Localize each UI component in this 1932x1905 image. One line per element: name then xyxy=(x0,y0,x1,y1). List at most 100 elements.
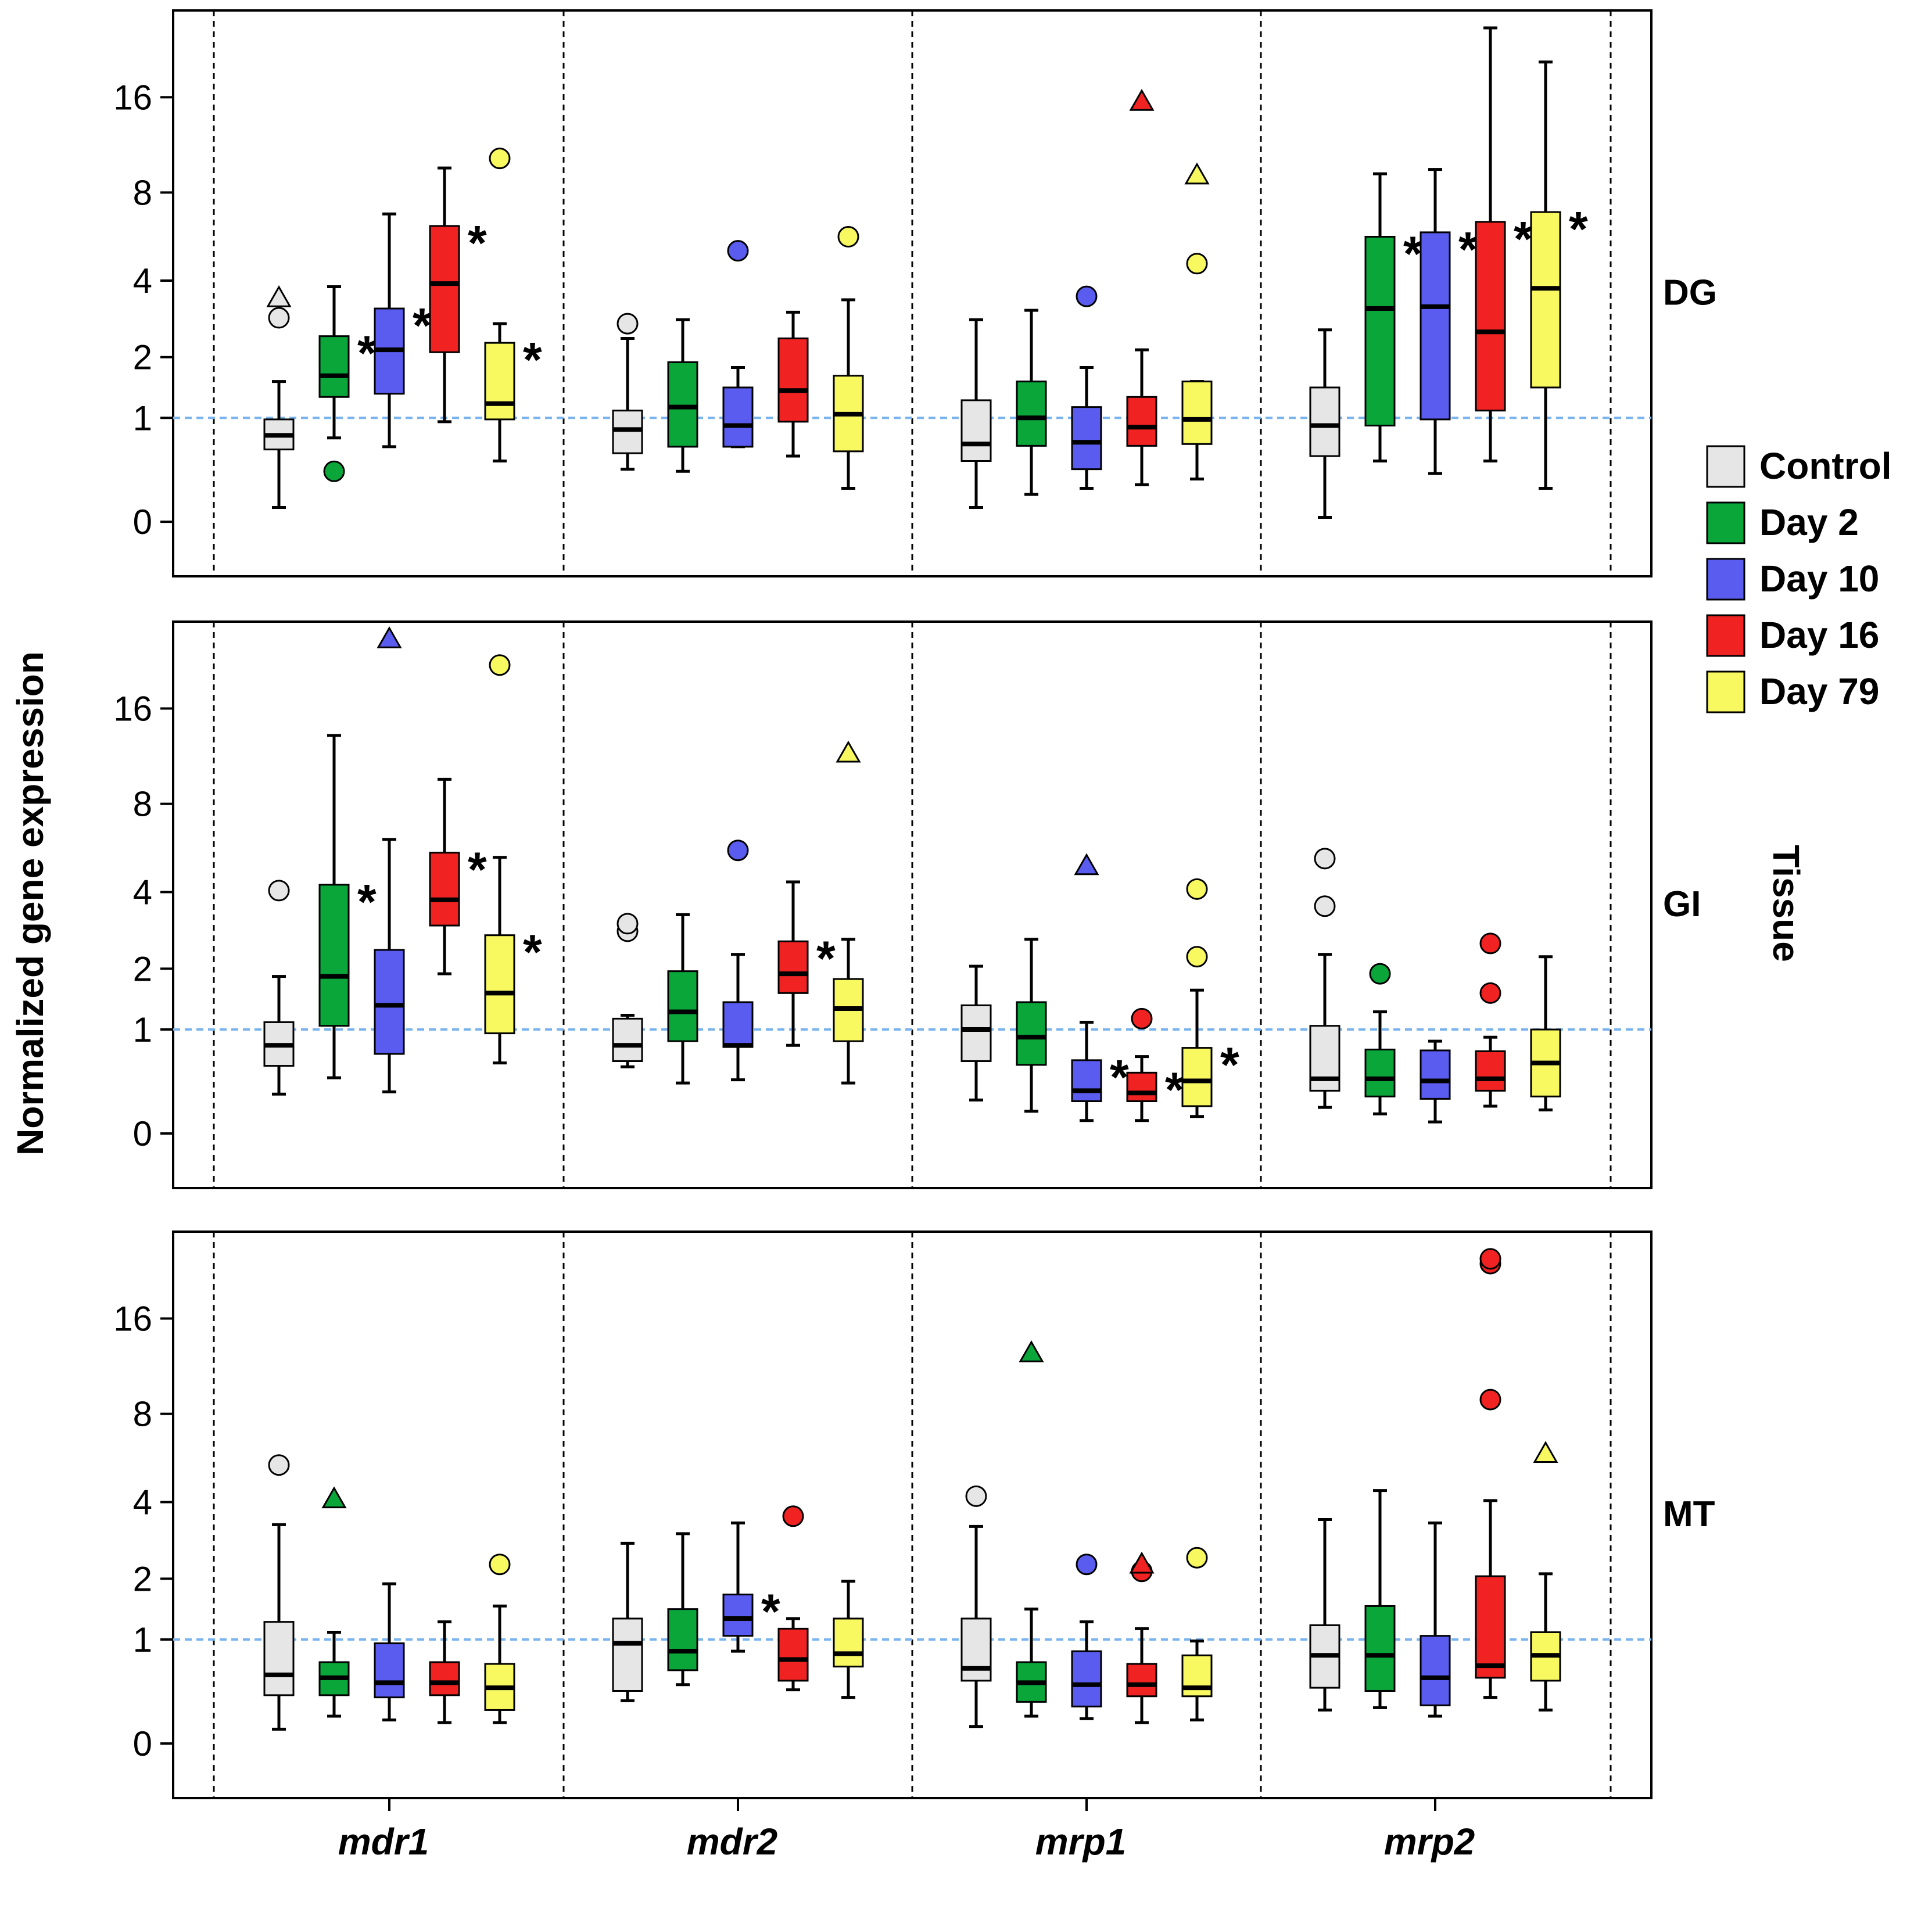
significance-star: * xyxy=(816,931,836,985)
significance-star: * xyxy=(357,874,377,929)
significance-star: * xyxy=(1403,226,1422,281)
outlier-marker xyxy=(323,460,345,482)
y-tick-label: 4 xyxy=(133,261,152,300)
iqr-box xyxy=(667,1608,698,1671)
significance-star: * xyxy=(1110,1050,1129,1104)
outlier-marker xyxy=(1314,895,1336,917)
box-mrp2-day2 xyxy=(1364,963,1396,1115)
box-mrp2-day79: * xyxy=(1530,60,1588,490)
significance-star: * xyxy=(523,925,542,980)
box-mrp2-day79 xyxy=(1530,955,1561,1111)
y-tick-label: 8 xyxy=(133,173,152,212)
box-mdr1-day2: * xyxy=(318,734,377,1079)
iqr-box xyxy=(1181,1047,1213,1107)
outlier-marker xyxy=(965,1485,987,1507)
box-mdr1-day16 xyxy=(429,1620,460,1724)
iqr-box xyxy=(612,1617,643,1692)
iqr-box xyxy=(667,970,698,1042)
legend-swatch xyxy=(1706,445,1745,488)
legend-swatch xyxy=(1706,614,1745,657)
significance-star: * xyxy=(468,842,487,897)
box-mrp1-day10 xyxy=(1071,1554,1102,1720)
iqr-box xyxy=(1071,1059,1102,1102)
outlier-marker xyxy=(268,880,290,902)
extreme-marker xyxy=(1129,88,1155,111)
iqr-box xyxy=(1420,231,1451,421)
box-mrp2-day10 xyxy=(1420,1521,1451,1718)
box-mdr1-day79: * xyxy=(484,148,542,463)
iqr-box xyxy=(484,934,515,1035)
significance-star: * xyxy=(1569,202,1588,256)
outlier-marker xyxy=(489,148,511,170)
box-mrp1-control xyxy=(960,318,992,509)
iqr-box xyxy=(612,1017,643,1062)
outlier-marker xyxy=(1479,932,1501,955)
legend-swatch xyxy=(1706,501,1745,544)
box-mrp2-day2: * xyxy=(1364,172,1422,463)
iqr-box xyxy=(1181,381,1213,445)
significance-star: * xyxy=(761,1584,780,1639)
box-mrp2-control xyxy=(1309,1518,1340,1712)
box-mdr2-control xyxy=(612,913,643,1068)
iqr-box xyxy=(833,1617,864,1668)
iqr-box xyxy=(722,1594,754,1637)
iqr-box xyxy=(777,1627,809,1682)
box-mrp1-day2 xyxy=(1016,1340,1047,1718)
box-mrp1-control xyxy=(960,1485,992,1728)
outlier-marker xyxy=(1076,285,1098,307)
outlier-marker xyxy=(837,225,859,247)
box-mrp2-day79 xyxy=(1530,1441,1561,1712)
box-mrp2-day16 xyxy=(1475,932,1506,1108)
outlier-marker xyxy=(1186,253,1208,275)
iqr-box xyxy=(374,1642,405,1699)
box-mrp1-day79 xyxy=(1181,162,1213,481)
legend-swatch xyxy=(1706,558,1745,601)
y-tick-label: 16 xyxy=(113,1299,152,1338)
significance-star: * xyxy=(1458,222,1478,277)
outlier-marker xyxy=(1131,1007,1153,1029)
extreme-marker xyxy=(1184,162,1210,185)
iqr-box xyxy=(777,337,809,423)
box-mdr1-control xyxy=(263,285,295,509)
panels: 0 1 2 4 8 16 DG * * * * * * * * 0 1 2 4 8 16 GI * * * * * * * 0 1 2 4 8 16… xyxy=(113,9,1717,1799)
box-mdr2-day10 xyxy=(722,240,754,449)
box-mdr2-day79 xyxy=(833,740,864,1085)
iqr-box xyxy=(1475,1050,1506,1092)
significance-star: * xyxy=(1514,211,1533,266)
box-mdr2-day16 xyxy=(777,310,809,458)
box-mrp2-day16 xyxy=(1475,1248,1506,1699)
iqr-box xyxy=(429,1661,460,1696)
extreme-marker xyxy=(266,285,292,307)
box-mdr2-day2 xyxy=(667,913,698,1085)
extreme-marker xyxy=(836,740,861,763)
significance-star: * xyxy=(468,216,487,270)
y-tick-label: 8 xyxy=(133,785,152,824)
box-mrp2-day10: * xyxy=(1420,168,1478,475)
extreme-marker xyxy=(1533,1441,1558,1463)
box-mdr1-day10 xyxy=(374,1582,405,1721)
y-tick-label: 0 xyxy=(133,1724,152,1763)
iqr-box xyxy=(1016,1001,1047,1066)
box-mdr2-day10 xyxy=(722,840,754,1082)
iqr-box xyxy=(1071,406,1102,471)
y-tick-label: 0 xyxy=(133,1114,152,1153)
box-mdr2-day16 xyxy=(777,1505,809,1692)
box-mdr1-day2 xyxy=(318,1486,350,1718)
y-tick-label: 4 xyxy=(133,1483,152,1522)
gene-label-mrp2: mrp2 xyxy=(1384,1821,1475,1863)
outlier-marker xyxy=(1479,1389,1501,1411)
outlier-marker xyxy=(1479,1248,1501,1270)
extreme-marker xyxy=(1074,853,1099,876)
box-mrp1-day16 xyxy=(1126,88,1157,486)
iqr-box xyxy=(484,342,515,421)
box-mrp1-day10 xyxy=(1071,285,1102,490)
iqr-box xyxy=(960,1617,992,1682)
y-tick-label: 16 xyxy=(113,689,152,728)
significance-star: * xyxy=(1220,1038,1239,1092)
legend-label: Day 10 xyxy=(1759,558,1879,600)
panel-dg: 0 1 2 4 8 16 DG * * * * * * * * xyxy=(113,9,1717,577)
box-mdr1-control xyxy=(263,1454,295,1731)
tissue-label: DG xyxy=(1663,272,1717,313)
iqr-box xyxy=(1126,396,1157,447)
box-mrp1-day16: * xyxy=(1126,1007,1184,1122)
